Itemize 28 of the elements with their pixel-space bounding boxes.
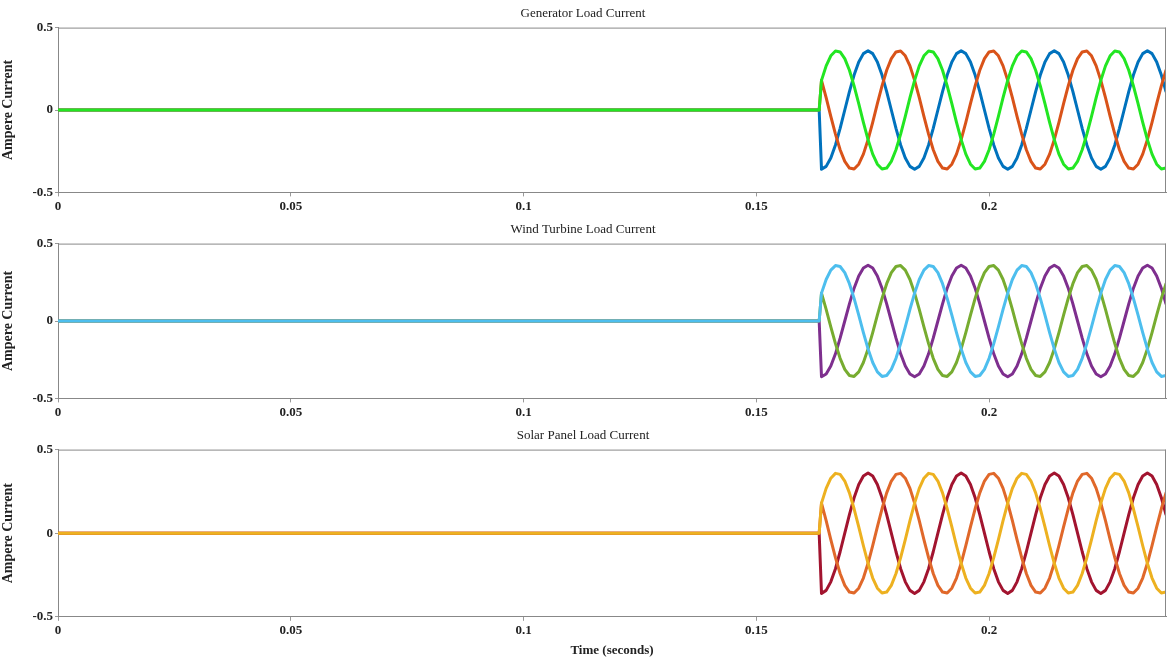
x-tick-label: 0.05 xyxy=(279,621,303,637)
y-tick-label: 0 xyxy=(46,101,53,117)
x-tick-label: 0.15 xyxy=(744,403,769,419)
y-tick-label: -0.5 xyxy=(32,389,54,405)
y-tick-label: -0.5 xyxy=(32,183,54,199)
x-tick-label: 0.05 xyxy=(279,197,303,213)
y-tick-label: 0 xyxy=(46,524,53,540)
x-tick-label: 0.1 xyxy=(515,197,532,213)
y-tick-label: 0.5 xyxy=(36,440,54,456)
y-axis-title: Ampere Current xyxy=(0,482,16,584)
x-tick-label: 0.1 xyxy=(515,621,532,637)
x-tick-label: 0.2 xyxy=(980,621,998,637)
x-tick-label: 0.15 xyxy=(744,197,769,213)
y-tick-label: 0 xyxy=(46,312,53,328)
y-tick-label: 0.5 xyxy=(36,234,54,250)
x-tick-label: 0.15 xyxy=(744,621,769,637)
x-tick-label: 0.05 xyxy=(279,403,303,419)
y-axis-title: Ampere Current xyxy=(0,270,16,372)
chart-title: Solar Panel Load Current xyxy=(516,427,650,443)
y-tick-label: -0.5 xyxy=(32,608,54,624)
x-tick-label: 0.1 xyxy=(515,403,532,419)
y-tick-label: 0.5 xyxy=(36,18,54,34)
x-tick-label: 0.2 xyxy=(980,403,998,419)
x-axis-title: Time (seconds) xyxy=(570,641,654,657)
chart-title: Wind Turbine Load Current xyxy=(510,221,656,237)
x-tick-label: 0.2 xyxy=(980,197,998,213)
chart-title: Generator Load Current xyxy=(520,5,646,21)
y-axis-title: Ampere Current xyxy=(0,59,16,161)
